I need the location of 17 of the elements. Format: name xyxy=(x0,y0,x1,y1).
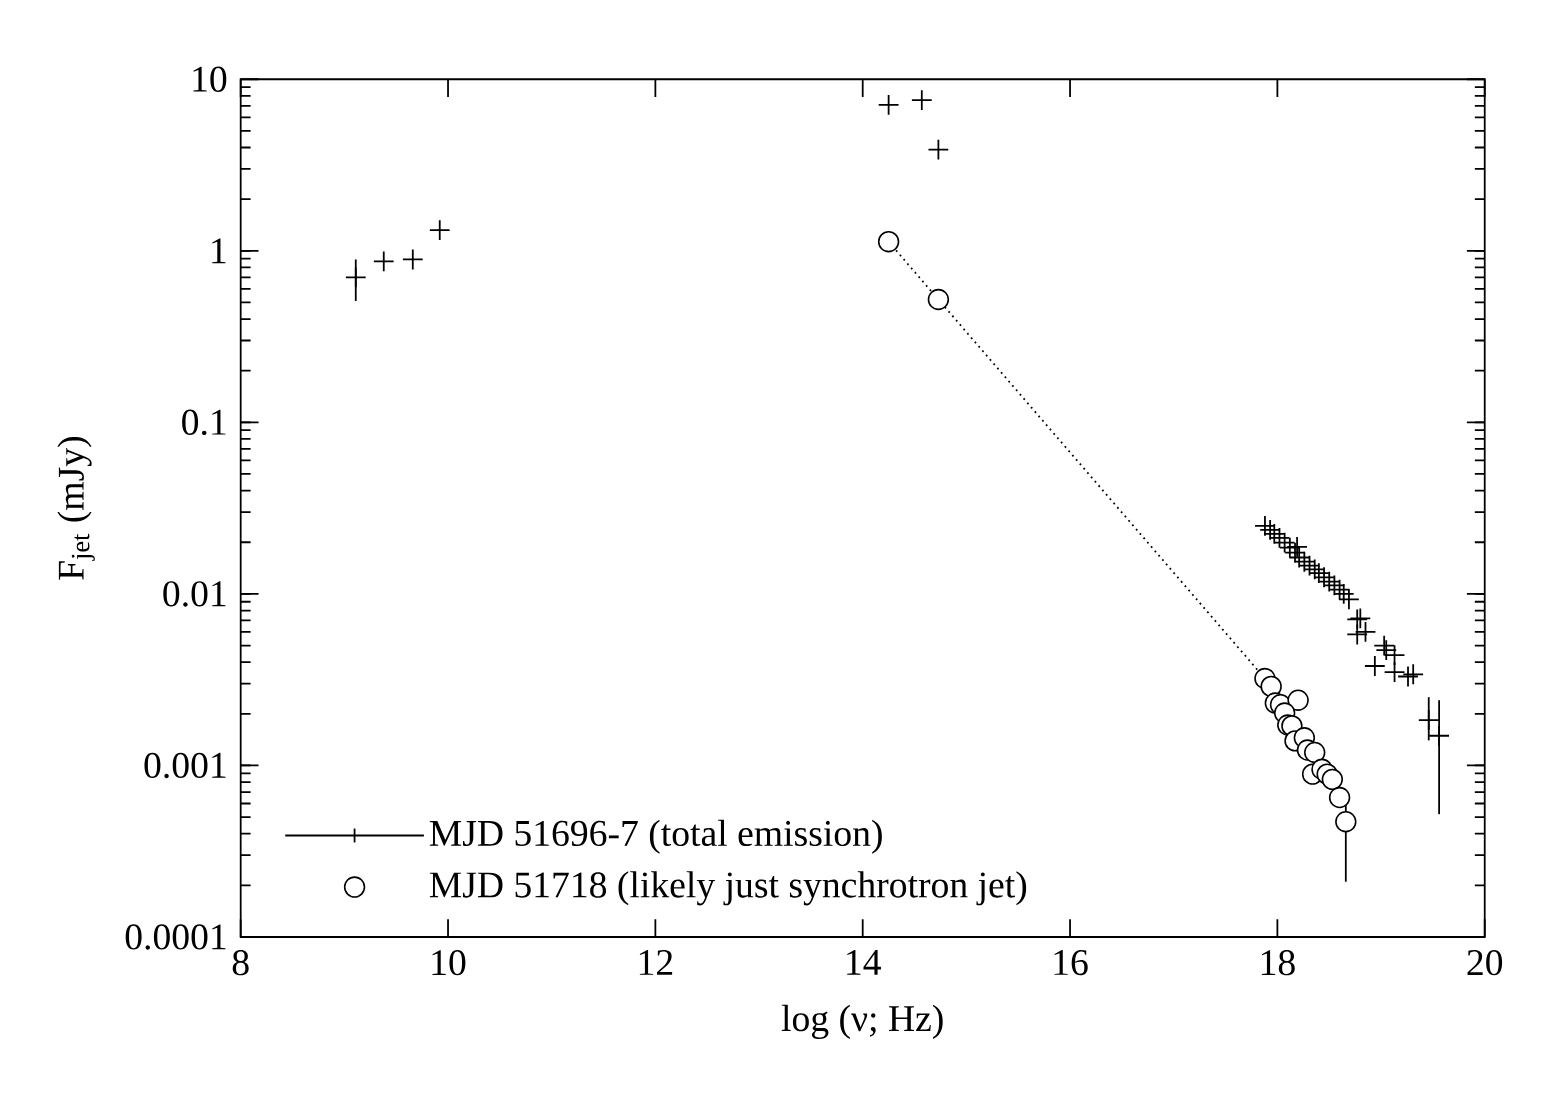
y-tick-label: 0.01 xyxy=(163,580,226,607)
x-tick-label: 20 xyxy=(1467,949,1503,976)
y-tick-label: 1 xyxy=(212,238,226,264)
x-tick-label: 10 xyxy=(432,949,466,976)
x-tick-label: 14 xyxy=(847,949,881,975)
y-tick-label: 0.1 xyxy=(182,409,226,435)
y-tick-label: 10 xyxy=(193,66,227,92)
legend-label: MJD 51696-7 (total emission) xyxy=(429,819,882,854)
x-tick-label: 12 xyxy=(639,949,673,975)
x-axis-title: log (ν; Hz) xyxy=(781,1004,943,1039)
y-axis-title: F$_{jet}$ (mJy) xyxy=(57,436,95,580)
x-tick-label: 18 xyxy=(1261,949,1295,976)
x-tick-label: 16 xyxy=(1054,949,1088,976)
y-tick-label: 0.001 xyxy=(144,752,226,779)
legend-label: MJD 51718 (likely just synchrotron jet) xyxy=(429,871,1027,906)
x-tick-label: 8 xyxy=(232,949,249,976)
y-tick-label: 0.0001 xyxy=(125,924,226,950)
